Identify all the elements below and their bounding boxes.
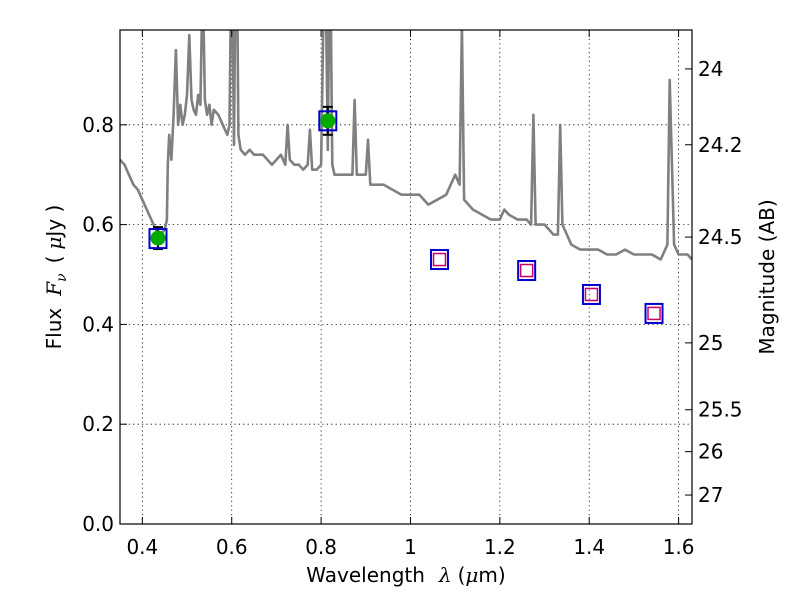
- y-tick-label: 0.0: [82, 512, 114, 536]
- x-tick-label: 1.6: [663, 535, 695, 559]
- x-tick-label: 1: [404, 535, 417, 559]
- right-tick-label: 25: [698, 331, 723, 355]
- y-tick-label: 0.8: [82, 113, 114, 137]
- model-photometry-marker: [318, 110, 338, 132]
- upper-limit-marker: [584, 287, 599, 302]
- right-tick-label: 27: [698, 483, 723, 507]
- x-tick-label: 1.2: [484, 535, 516, 559]
- y-axis-label: FluxFν(μJy ): [42, 205, 70, 350]
- spectrum-line: [120, 30, 692, 261]
- y-tick-label: 0.2: [82, 412, 114, 436]
- upper-limit-marker: [432, 252, 447, 267]
- x-tick-label: 1.4: [573, 535, 605, 559]
- grid-lines: [120, 30, 692, 524]
- x-axis-ticks: 0.4 0.6 0.8 1 1.2 1.4 1.6: [126, 30, 695, 559]
- upper-limit-marker: [519, 263, 534, 278]
- y-tick-label: 0.4: [82, 312, 114, 336]
- right-tick-label: 26: [698, 440, 723, 464]
- photometry-markers: [148, 105, 664, 324]
- right-tick-label: 24: [698, 57, 723, 81]
- x-tick-label: 0.8: [305, 535, 337, 559]
- right-tick-label: 24.2: [698, 133, 743, 157]
- x-axis-label: Wavelength λ (μm): [306, 563, 505, 587]
- model-photometry-marker: [517, 260, 537, 282]
- model-photometry-marker: [581, 283, 601, 305]
- plot-frame: [119, 29, 693, 525]
- observed-point: [150, 230, 166, 246]
- right-axis-ticks: 24 24.2 24.5 25 25.5 26 27: [685, 57, 743, 507]
- right-axis-label: Magnitude (AB): [755, 199, 779, 354]
- observed-point: [320, 113, 336, 129]
- upper-limit-marker: [647, 306, 661, 321]
- model-photometry-marker: [430, 249, 450, 271]
- model-photometry-marker: [644, 302, 664, 324]
- y-axis-ticks: 0.0 0.2 0.4 0.6 0.8: [82, 113, 127, 536]
- x-tick-label: 0.4: [126, 535, 158, 559]
- x-tick-label: 0.6: [216, 535, 248, 559]
- right-tick-label: 24.5: [698, 225, 743, 249]
- right-tick-label: 25.5: [698, 398, 743, 422]
- y-tick-label: 0.6: [82, 213, 114, 237]
- model-photometry-marker: [148, 228, 168, 250]
